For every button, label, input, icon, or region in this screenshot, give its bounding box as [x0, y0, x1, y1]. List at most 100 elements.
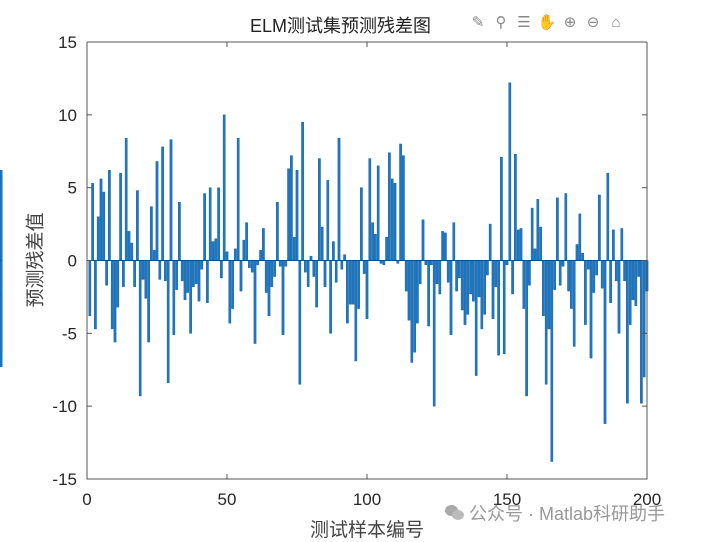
bar	[306, 260, 310, 287]
bar	[365, 260, 369, 319]
bar	[488, 223, 492, 261]
bar	[516, 229, 520, 261]
bar	[586, 260, 590, 270]
bar	[390, 178, 394, 261]
bar	[530, 207, 534, 261]
bar	[158, 260, 162, 280]
bar	[304, 260, 307, 273]
bar	[147, 260, 150, 343]
watermark-text: 公众号 · Matlab科研助手	[469, 504, 666, 524]
bar	[284, 260, 288, 267]
bar	[497, 260, 500, 356]
bar	[432, 260, 436, 407]
bar	[99, 178, 103, 261]
bar	[525, 260, 528, 397]
bar	[206, 260, 209, 303]
bar	[354, 260, 358, 362]
bar	[253, 260, 257, 344]
bar	[564, 193, 568, 261]
bar	[94, 260, 97, 330]
y-tick-label: 15	[58, 33, 77, 52]
bar	[567, 260, 570, 292]
bar	[634, 260, 638, 306]
bar	[595, 260, 598, 276]
bar	[637, 260, 640, 277]
bar	[396, 260, 400, 264]
bar	[609, 260, 612, 303]
bar	[483, 260, 486, 315]
bar	[572, 260, 576, 347]
bar	[603, 260, 607, 424]
brush-icon[interactable]: ✎	[471, 14, 485, 31]
bar	[334, 260, 338, 283]
bar	[138, 260, 142, 397]
bar	[264, 260, 268, 293]
bar	[631, 260, 635, 301]
bar	[113, 260, 117, 343]
bar	[239, 260, 243, 292]
bar	[320, 226, 324, 261]
bar	[438, 260, 442, 295]
bar	[150, 206, 153, 261]
bar	[441, 231, 444, 261]
bar	[225, 251, 229, 261]
bar	[116, 260, 120, 308]
bar	[581, 253, 584, 261]
pan-hand-icon[interactable]: ✋	[537, 14, 557, 31]
bar	[127, 231, 131, 261]
bar	[197, 260, 201, 302]
chart-title: ELM测试集预测残差图	[250, 16, 432, 36]
bar	[547, 260, 551, 330]
bar	[463, 260, 467, 325]
bar	[477, 260, 481, 298]
bar	[553, 260, 556, 290]
y-axis-label: 预测残差值	[24, 212, 47, 308]
bar	[192, 260, 195, 287]
bar	[362, 260, 366, 274]
bar	[418, 260, 422, 285]
bar	[189, 260, 192, 334]
bar	[435, 260, 439, 285]
bar	[407, 260, 411, 321]
bar	[332, 241, 335, 261]
bar	[528, 260, 531, 286]
y-tick-label: 5	[68, 179, 77, 198]
bar	[267, 260, 271, 317]
x-tick-label: 0	[82, 490, 91, 509]
bar	[575, 244, 579, 261]
bar	[200, 260, 204, 270]
zoom-out-icon[interactable]: ⊖	[586, 14, 600, 31]
bar	[486, 260, 489, 276]
bar	[122, 260, 125, 287]
bar	[155, 161, 159, 261]
bar	[620, 228, 624, 261]
bar	[480, 260, 484, 330]
bar	[623, 260, 626, 282]
bar	[228, 260, 232, 324]
bar	[446, 260, 450, 283]
bar	[248, 260, 251, 268]
bar	[460, 260, 464, 311]
data-tip-icon[interactable]: ⚲	[495, 14, 507, 31]
bar	[570, 260, 573, 309]
bar	[323, 260, 327, 287]
bar	[536, 199, 540, 261]
bar	[312, 260, 316, 277]
bar	[472, 260, 475, 302]
bar	[110, 260, 114, 330]
bar	[259, 250, 262, 261]
bar	[124, 137, 128, 261]
bar	[455, 260, 458, 292]
home-icon[interactable]: ⌂	[611, 13, 621, 31]
bar	[376, 165, 380, 261]
legend-icon[interactable]: ☰	[517, 14, 531, 31]
bar	[589, 260, 593, 359]
bar	[514, 153, 517, 261]
bar	[427, 260, 430, 327]
zoom-in-icon[interactable]: ⊕	[563, 14, 577, 31]
bar	[141, 260, 145, 280]
bar	[458, 260, 461, 279]
bar	[186, 260, 190, 293]
bar	[262, 228, 265, 261]
